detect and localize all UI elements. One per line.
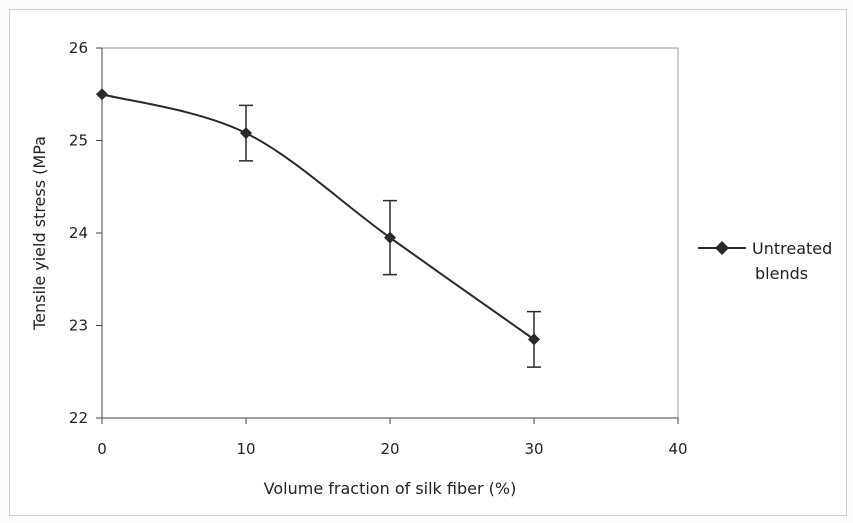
data-point-marker bbox=[528, 333, 540, 346]
y-tick-label: 25 bbox=[69, 132, 88, 150]
data-point-marker bbox=[384, 231, 396, 244]
series-layer bbox=[96, 88, 541, 368]
data-point-marker bbox=[96, 88, 108, 101]
x-tick-label: 0 bbox=[97, 440, 107, 458]
y-tick-label: 26 bbox=[69, 39, 88, 57]
legend-label-line1: Untreated bbox=[752, 239, 832, 258]
y-tick-label: 22 bbox=[69, 409, 88, 427]
series-line bbox=[101, 93, 535, 341]
y-axis-title: Tensile yield stress (MPa bbox=[30, 136, 49, 331]
x-tick-label: 20 bbox=[380, 440, 399, 458]
y-tick-label: 23 bbox=[69, 317, 88, 335]
legend-label-line2: blends bbox=[755, 264, 808, 283]
x-axis-title: Volume fraction of silk fiber (%) bbox=[264, 479, 517, 498]
legend: Untreated blends bbox=[698, 239, 832, 283]
data-point-marker bbox=[240, 127, 252, 140]
x-tick-label: 40 bbox=[668, 440, 687, 458]
x-axis-ticks: 0 10 20 30 40 bbox=[97, 418, 688, 458]
x-tick-label: 10 bbox=[236, 440, 255, 458]
x-tick-label: 30 bbox=[524, 440, 543, 458]
y-axis-ticks: 22 23 24 25 26 bbox=[69, 39, 102, 427]
legend-diamond-marker bbox=[715, 241, 729, 255]
y-tick-label: 24 bbox=[69, 224, 88, 242]
